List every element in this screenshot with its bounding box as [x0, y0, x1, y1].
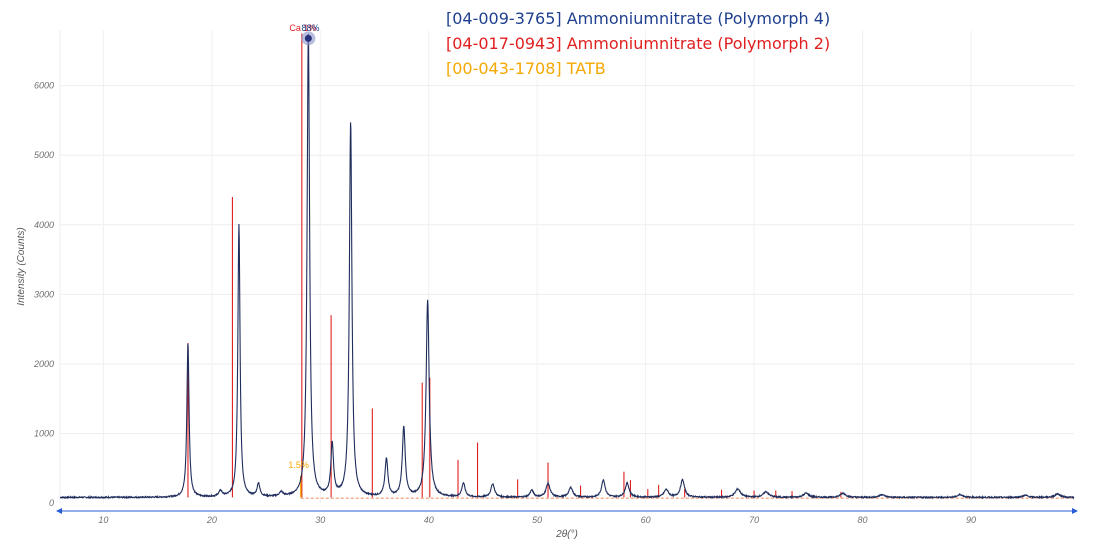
x-tick-label: 20: [206, 515, 217, 525]
peak-annotation: 88%: [302, 23, 320, 33]
x-axis-label: 2θ(°): [555, 529, 578, 540]
peak-marker[interactable]: [301, 31, 316, 46]
y-axis-ticks: 0 1000 2000 3000 4000 5000 6000: [33, 81, 54, 508]
measured-pattern-line: [59, 33, 1075, 500]
x-tick-label: 60: [641, 515, 651, 525]
peak-marker-dot[interactable]: [304, 34, 312, 42]
x-tick-label: 80: [858, 515, 868, 525]
x-tick-label: 40: [424, 515, 434, 525]
legend: [04-009-3765] Ammoniumnitrate (Polymorph…: [446, 9, 830, 78]
y-tick-label: 6000: [34, 81, 54, 91]
peak-annotation: 1.5%: [288, 460, 309, 470]
y-tick-label: 3000: [34, 289, 54, 299]
x-axis-right-arrow-icon[interactable]: [1072, 508, 1078, 514]
x-tick-label: 50: [532, 515, 542, 525]
legend-entry: [04-017-0943] Ammoniumnitrate (Polymorph…: [446, 34, 830, 53]
y-tick-label: 5000: [34, 150, 54, 160]
peak-annotation: Ca 1%: [289, 23, 316, 33]
x-tick-label: 10: [98, 515, 108, 525]
grid: [59, 30, 1074, 503]
y-tick-label: 2000: [33, 359, 54, 369]
peak-annotations: Ca 1%88% 1.5%: [288, 23, 319, 470]
x-tick-label: 70: [749, 515, 759, 525]
y-tick-label: 4000: [34, 220, 54, 230]
y-tick-label: 1000: [34, 428, 54, 438]
y-tick-label: 0: [49, 498, 54, 508]
legend-entry: [04-009-3765] Ammoniumnitrate (Polymorph…: [446, 9, 830, 28]
legend-entry: [00-043-1708] TATB: [446, 59, 606, 78]
y-axis-label: Intensity (Counts): [16, 227, 27, 305]
reference-polymorph2-lines: [187, 33, 842, 498]
x-axis-ticks: 10 20 30 40 50 60 70 80 90: [98, 515, 976, 525]
x-tick-label: 30: [315, 515, 325, 525]
x-axis-left-arrow-icon[interactable]: [56, 508, 62, 514]
x-tick-label: 90: [966, 515, 976, 525]
